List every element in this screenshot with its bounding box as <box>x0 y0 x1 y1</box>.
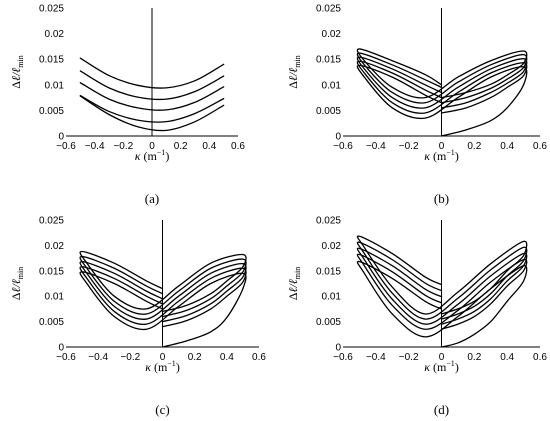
panel-label: (c) <box>155 402 169 417</box>
x-tick-label: −0.6 <box>56 141 76 152</box>
series-line-4 <box>356 52 528 104</box>
series-line-5 <box>79 250 247 313</box>
series-line-2 <box>356 60 528 114</box>
series-line-5 <box>356 235 528 315</box>
y-tick-label: 0.02 <box>322 241 342 252</box>
y-tick-label: 0.025 <box>316 4 341 15</box>
series-line-1 <box>79 57 225 89</box>
x-axis-label: κ (m−1) <box>424 148 459 163</box>
x-tick-label: 0 <box>160 352 166 363</box>
panel-a: 0 0.005 0.01 0.015 0.02 0.025 −0.6 −0.4 −0.2 0 0.2… <box>9 4 245 207</box>
x-tick-label: 0.6 <box>231 141 245 152</box>
y-tick-label: 0.005 <box>316 106 341 117</box>
panel-label: (a) <box>145 191 159 206</box>
x-tick-label: 0 <box>439 141 445 152</box>
panel-d: 0 0.005 0.01 0.015 0.02 0.025 −0.6 −0.4 −0.2 0 0.2… <box>286 216 547 418</box>
y-tick-label: 0.01 <box>45 80 65 91</box>
x-tick-label: 0 <box>439 352 445 363</box>
panel-label: (b) <box>434 191 449 206</box>
series-line-2 <box>356 253 528 330</box>
y-tick-label: 0 <box>58 132 64 143</box>
x-tick-label: 0.6 <box>252 352 266 363</box>
y-tick-label: 0.015 <box>39 266 64 277</box>
y-tick-label: 0.01 <box>322 80 342 91</box>
x-tick-label: 0.4 <box>500 352 514 363</box>
series-line-4 <box>356 241 528 320</box>
y-tick-label: 0.005 <box>316 317 341 328</box>
y-tick-label: 0.02 <box>45 29 65 40</box>
y-tick-label: 0.01 <box>322 292 342 303</box>
y-tick-label: 0.015 <box>316 266 341 277</box>
x-tick-label: 0.6 <box>533 141 547 152</box>
x-tick-label: 0.2 <box>188 352 202 363</box>
x-tick-label: −0.4 <box>88 352 108 363</box>
x-tick-label: 0.4 <box>220 352 234 363</box>
series-line-2 <box>79 70 225 101</box>
y-tick-label: 0.025 <box>39 216 64 227</box>
y-axis-label: Δℓ/ℓmin <box>9 267 25 301</box>
panel-c: 0 0.005 0.01 0.015 0.02 0.025 −0.6 −0.4 −0.2 0 0.2… <box>9 216 266 418</box>
y-tick-label: 0.02 <box>322 29 342 40</box>
y-tick-label: 0.015 <box>39 55 64 66</box>
x-tick-label: −0.2 <box>120 352 140 363</box>
y-tick-label: 0.005 <box>39 317 64 328</box>
y-tick-label: 0.015 <box>316 55 341 66</box>
series-line-1 <box>79 271 247 348</box>
y-tick-label: 0 <box>58 343 64 354</box>
x-axis-label: κ (m−1) <box>424 359 459 374</box>
x-tick-label: −0.6 <box>333 141 353 152</box>
y-tick-label: 0.02 <box>45 241 65 252</box>
x-axis-label: κ (m−1) <box>145 359 180 374</box>
x-axis-label: κ (m−1) <box>135 148 170 163</box>
x-tick-label: −0.6 <box>333 352 353 363</box>
y-tick-label: 0 <box>335 132 341 143</box>
series-line-5 <box>356 48 528 99</box>
series-line-3 <box>356 56 528 109</box>
series-line-4 <box>79 94 225 123</box>
panel-label: (d) <box>434 402 449 417</box>
series-line-3 <box>356 247 528 325</box>
y-tick-label: 0 <box>335 343 341 354</box>
series-line-3 <box>79 261 247 323</box>
x-tick-label: 0.2 <box>467 141 481 152</box>
x-tick-label: −0.2 <box>113 141 133 152</box>
x-tick-label: 0.6 <box>533 352 547 363</box>
series-line-2 <box>79 266 247 328</box>
y-axis-label: Δℓ/ℓmin <box>9 55 25 89</box>
y-tick-label: 0.025 <box>39 4 64 15</box>
y-tick-label: 0.005 <box>39 106 64 117</box>
x-tick-label: −0.6 <box>56 352 76 363</box>
x-tick-label: 0.2 <box>174 141 188 152</box>
x-tick-label: 0.4 <box>202 141 216 152</box>
x-tick-label: −0.2 <box>399 141 419 152</box>
x-tick-label: −0.4 <box>85 141 105 152</box>
series-line-1 <box>356 64 528 137</box>
x-tick-label: −0.4 <box>366 141 386 152</box>
panel-b: 0 0.005 0.01 0.015 0.02 0.025 −0.6 −0.4 −0.2 0 0.2… <box>286 4 547 207</box>
x-tick-label: 0 <box>149 141 155 152</box>
x-tick-label: −0.4 <box>366 352 386 363</box>
y-axis-label: Δℓ/ℓmin <box>286 267 302 301</box>
x-tick-label: 0.4 <box>500 141 514 152</box>
y-tick-label: 0.025 <box>316 216 341 227</box>
y-tick-label: 0.01 <box>45 292 65 303</box>
series-line-3 <box>79 82 225 111</box>
series-line-5 <box>79 95 225 132</box>
x-tick-label: −0.2 <box>399 352 419 363</box>
series-line-4 <box>79 255 247 318</box>
y-axis-label: Δℓ/ℓmin <box>286 55 302 89</box>
x-tick-label: 0.2 <box>467 352 481 363</box>
